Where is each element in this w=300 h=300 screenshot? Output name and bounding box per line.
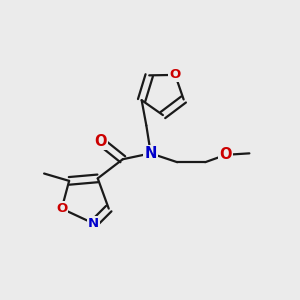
- Text: O: O: [94, 134, 107, 149]
- Text: O: O: [56, 202, 67, 215]
- Text: N: N: [88, 217, 99, 230]
- Text: O: O: [169, 68, 181, 81]
- Text: O: O: [220, 147, 232, 162]
- Text: N: N: [145, 146, 157, 161]
